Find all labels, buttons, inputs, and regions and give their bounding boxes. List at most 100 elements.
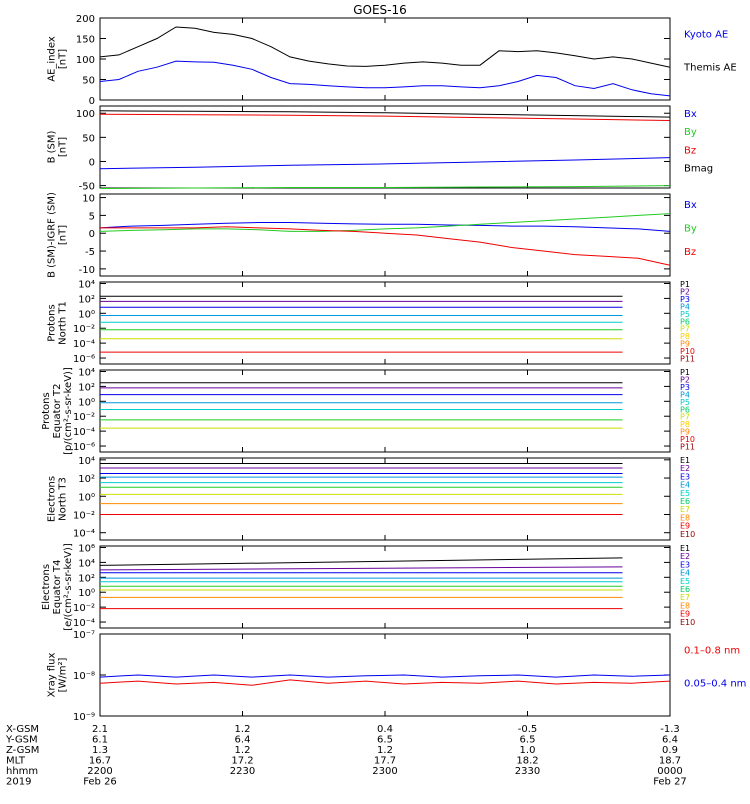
series-line-by — [99, 213, 671, 232]
y-tick-label: 10⁰ — [78, 309, 95, 320]
panel-2: -50 0 50 100 B (SM) [nT] Bx By Bz Bmag — [47, 105, 713, 193]
y-tick-label: 10⁻⁶ — [73, 354, 95, 365]
legend-entry: E3 — [680, 472, 690, 481]
panel-3: -10 -5 0 5 10 B (SM)-IGRF (SM) [nT] Bx By Bz — [47, 192, 697, 278]
ephemeris-value: 6.4 — [235, 735, 251, 746]
legend-entry: E7 — [680, 593, 690, 602]
panel-4: 10⁻⁶ 10⁻⁴ 10⁻² 10⁰ 10² 10⁴ Protons North T1 P1P2… — [47, 279, 696, 365]
legend-entry: E5 — [680, 489, 690, 498]
y-tick-label: 0 — [89, 229, 95, 240]
legend-entry: P8 — [680, 332, 690, 341]
ephemeris-value: 16.7 — [89, 756, 111, 767]
y-tick-label: 10⁰ — [78, 588, 95, 599]
legend-entry: E1 — [680, 456, 690, 465]
y-tick-label: 10⁻⁶ — [73, 442, 95, 453]
ephemeris-value: 2200 — [87, 766, 112, 777]
ephemeris-value: 18.2 — [516, 756, 538, 767]
legend-entry: Bmag — [684, 164, 713, 175]
ephemeris-row-label: MLT — [6, 756, 26, 767]
y-tick-label: -50 — [79, 182, 95, 193]
y-axis-label: [nT] — [58, 49, 69, 69]
y-tick-label: 50 — [82, 76, 95, 87]
ephemeris-value: Feb 27 — [653, 777, 687, 788]
legend-entry: E4 — [680, 569, 690, 578]
legend-entry: Bx — [684, 200, 697, 211]
legend-entry: P7 — [680, 325, 690, 334]
legend-entry: E1 — [680, 544, 690, 553]
legend-entry: P4 — [680, 390, 690, 399]
legend-entry: P5 — [680, 398, 690, 407]
ephemeris-value: 1.3 — [92, 745, 108, 756]
legend-entry: Bx — [684, 109, 697, 120]
legend-entry: P8 — [680, 420, 690, 429]
series-line-bmag — [99, 110, 671, 118]
y-tick-label: 10 — [82, 194, 95, 205]
y-tick-label: 10⁻⁴ — [73, 529, 95, 540]
y-axis-label: Electrons — [41, 564, 52, 610]
series-line-bz — [100, 226, 671, 266]
y-tick-label: 10⁻² — [73, 510, 95, 521]
series-line-e1 — [99, 557, 623, 566]
ephemeris-value: 18.7 — [659, 756, 681, 767]
y-axis-label: [W/m²] — [58, 657, 69, 692]
legend-entry: E6 — [680, 585, 690, 594]
y-axis-label: B (SM)-IGRF (SM) — [47, 192, 58, 278]
panel-6: 10⁻⁴ 10⁻² 10⁰ 10² 10⁴ Electrons North T3 E1E2E3… — [47, 456, 695, 541]
ephemeris-row-label: hhmm — [6, 766, 38, 777]
y-tick-label: 100 — [76, 55, 95, 66]
ephemeris-value: Feb 26 — [83, 777, 117, 788]
y-tick-label: 10⁻² — [73, 412, 95, 423]
y-axis-label: North T1 — [58, 301, 69, 345]
legend-entry: E5 — [680, 577, 690, 586]
panel-frame — [99, 457, 671, 541]
ephemeris-value: 2330 — [515, 766, 540, 777]
legend-entry: P6 — [680, 317, 690, 326]
ephemeris-value: 6.5 — [520, 735, 536, 746]
y-tick-label: 10² — [78, 382, 95, 393]
series-line-0-1-0-8-nm — [99, 679, 671, 686]
legend-entry: E3 — [680, 560, 690, 569]
y-tick-label: 50 — [82, 133, 95, 144]
y-axis-label: [p/(cm²-s-sr-keV)] — [63, 367, 74, 455]
legend-entry: P1 — [680, 280, 690, 289]
legend-entry: E8 — [680, 601, 690, 610]
legend-entry: P11 — [680, 443, 695, 452]
legend-entry: P3 — [680, 383, 690, 392]
y-tick-label: 10⁻⁴ — [73, 427, 95, 438]
panel-7: 10⁻⁴ 10⁻² 10⁰ 10² 10⁴ 10⁶ Electrons Equator T4[… — [41, 543, 695, 631]
panel-1: 0 50 100 150 200 AE_index [nT] Kyoto AE Themis A… — [47, 14, 737, 107]
y-tick-label: 10⁴ — [78, 279, 95, 290]
legend-entry: E2 — [680, 552, 690, 561]
series-line-kyoto-ae — [99, 60, 671, 97]
y-tick-label: 10⁻⁷ — [73, 630, 95, 641]
y-axis-label: AE_index — [47, 36, 58, 82]
legend-entry: E9 — [680, 610, 690, 619]
legend-entry: By — [684, 223, 697, 234]
y-tick-label: 10⁻⁸ — [73, 671, 95, 682]
y-tick-label: 10⁻⁴ — [73, 339, 95, 350]
y-axis-label: Equator T2 — [52, 384, 63, 439]
y-tick-label: -5 — [85, 247, 95, 258]
y-tick-label: 10² — [78, 474, 95, 485]
y-tick-label: 10⁻⁹ — [73, 712, 95, 723]
legend-entry: P1 — [680, 368, 690, 377]
y-axis-label: North T3 — [58, 477, 69, 521]
panel-frame — [99, 105, 671, 189]
y-tick-label: 150 — [76, 35, 95, 46]
chart-title: GOES-16 — [353, 3, 407, 17]
legend-entry: P11 — [680, 355, 695, 364]
y-tick-label: 0 — [89, 157, 95, 168]
ephemeris-row-label: 2019 — [6, 777, 31, 788]
y-axis-label: B (SM) — [47, 130, 58, 163]
panel-8: 10⁻⁹ 10⁻⁸ 10⁻⁷ Xray flux [W/m²] 0.1–0.8 nm 0.0… — [47, 630, 747, 723]
ephemeris-value: 1.2 — [377, 745, 393, 756]
y-tick-label: 5 — [89, 211, 95, 222]
y-tick-label: 10⁴ — [78, 558, 95, 569]
ephemeris-value: 6.4 — [662, 735, 678, 746]
y-tick-label: 10⁻² — [73, 603, 95, 614]
legend-entry: P2 — [680, 287, 690, 296]
ephemeris-value: 2.1 — [92, 724, 108, 735]
y-axis-label: Electrons — [47, 476, 58, 522]
panel-frame — [99, 193, 671, 277]
